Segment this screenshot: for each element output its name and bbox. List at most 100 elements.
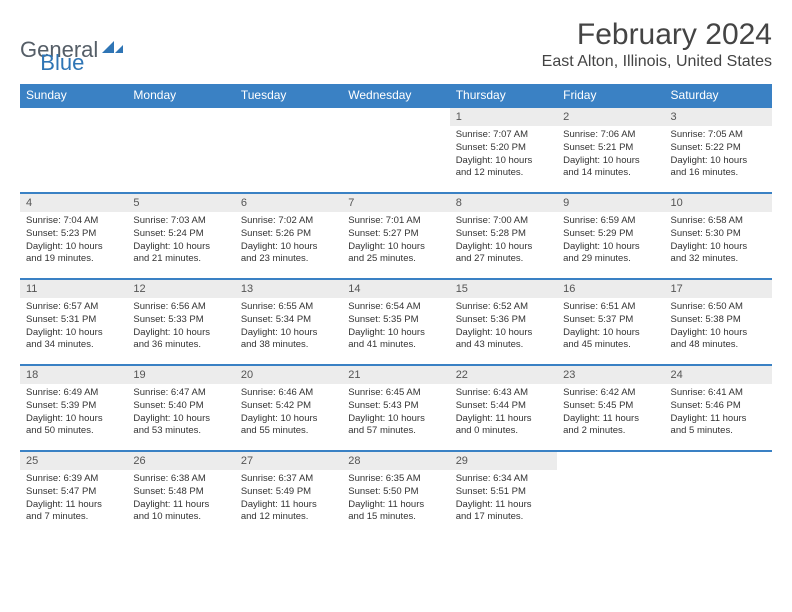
detail-line: Sunrise: 6:51 AM (563, 301, 658, 314)
detail-line: Sunset: 5:33 PM (133, 314, 228, 327)
detail-line: Sunrise: 7:06 AM (563, 129, 658, 142)
detail-line: Sunset: 5:29 PM (563, 228, 658, 241)
day-cell: 16Sunrise: 6:51 AMSunset: 5:37 PMDayligh… (557, 279, 664, 365)
detail-line: and 15 minutes. (348, 511, 443, 524)
detail-line: Sunrise: 6:39 AM (26, 473, 121, 486)
day-details: Sunrise: 6:34 AMSunset: 5:51 PMDaylight:… (450, 470, 557, 528)
day-number: 11 (20, 280, 127, 298)
day-number: 12 (127, 280, 234, 298)
detail-line: Sunset: 5:21 PM (563, 142, 658, 155)
detail-line: and 12 minutes. (241, 511, 336, 524)
detail-line: Sunset: 5:42 PM (241, 400, 336, 413)
day-number: 15 (450, 280, 557, 298)
detail-line: and 14 minutes. (563, 167, 658, 180)
week-row: 4Sunrise: 7:04 AMSunset: 5:23 PMDaylight… (20, 193, 772, 279)
detail-line: Daylight: 10 hours (671, 155, 766, 168)
day-cell: 22Sunrise: 6:43 AMSunset: 5:44 PMDayligh… (450, 365, 557, 451)
detail-line: Sunset: 5:44 PM (456, 400, 551, 413)
detail-line: Daylight: 11 hours (456, 499, 551, 512)
detail-line: and 10 minutes. (133, 511, 228, 524)
day-header: Saturday (665, 84, 772, 107)
day-details: Sunrise: 6:59 AMSunset: 5:29 PMDaylight:… (557, 212, 664, 270)
detail-line: and 0 minutes. (456, 425, 551, 438)
detail-line: Daylight: 11 hours (671, 413, 766, 426)
detail-line: Sunset: 5:20 PM (456, 142, 551, 155)
day-details: Sunrise: 6:50 AMSunset: 5:38 PMDaylight:… (665, 298, 772, 356)
detail-line: Daylight: 10 hours (241, 241, 336, 254)
detail-line: and 32 minutes. (671, 253, 766, 266)
day-details: Sunrise: 6:46 AMSunset: 5:42 PMDaylight:… (235, 384, 342, 442)
detail-line: Sunrise: 6:37 AM (241, 473, 336, 486)
day-details: Sunrise: 7:00 AMSunset: 5:28 PMDaylight:… (450, 212, 557, 270)
detail-line: and 27 minutes. (456, 253, 551, 266)
day-number: 25 (20, 452, 127, 470)
detail-line: Daylight: 10 hours (26, 327, 121, 340)
day-details: Sunrise: 6:57 AMSunset: 5:31 PMDaylight:… (20, 298, 127, 356)
detail-line: Daylight: 10 hours (456, 241, 551, 254)
detail-line: Daylight: 10 hours (348, 327, 443, 340)
detail-line: Sunrise: 7:05 AM (671, 129, 766, 142)
day-cell: .. (665, 451, 772, 536)
day-cell: 17Sunrise: 6:50 AMSunset: 5:38 PMDayligh… (665, 279, 772, 365)
day-number: 29 (450, 452, 557, 470)
calendar-page: General Blue February 2024 East Alton, I… (0, 0, 792, 536)
day-cell: 24Sunrise: 6:41 AMSunset: 5:46 PMDayligh… (665, 365, 772, 451)
day-number: 28 (342, 452, 449, 470)
day-cell: 6Sunrise: 7:02 AMSunset: 5:26 PMDaylight… (235, 193, 342, 279)
detail-line: Sunset: 5:50 PM (348, 486, 443, 499)
detail-line: Sunset: 5:26 PM (241, 228, 336, 241)
day-number: 3 (665, 108, 772, 126)
day-cell: 10Sunrise: 6:58 AMSunset: 5:30 PMDayligh… (665, 193, 772, 279)
day-cell: 15Sunrise: 6:52 AMSunset: 5:36 PMDayligh… (450, 279, 557, 365)
day-cell: 23Sunrise: 6:42 AMSunset: 5:45 PMDayligh… (557, 365, 664, 451)
detail-line: and 21 minutes. (133, 253, 228, 266)
day-cell: 3Sunrise: 7:05 AMSunset: 5:22 PMDaylight… (665, 107, 772, 193)
week-row: ........1Sunrise: 7:07 AMSunset: 5:20 PM… (20, 107, 772, 193)
day-cell: 18Sunrise: 6:49 AMSunset: 5:39 PMDayligh… (20, 365, 127, 451)
detail-line: Daylight: 10 hours (348, 241, 443, 254)
detail-line: Sunrise: 7:01 AM (348, 215, 443, 228)
day-number: 8 (450, 194, 557, 212)
day-cell: 26Sunrise: 6:38 AMSunset: 5:48 PMDayligh… (127, 451, 234, 536)
detail-line: and 55 minutes. (241, 425, 336, 438)
day-header: Sunday (20, 84, 127, 107)
day-cell: 19Sunrise: 6:47 AMSunset: 5:40 PMDayligh… (127, 365, 234, 451)
detail-line: Sunset: 5:47 PM (26, 486, 121, 499)
day-cell: .. (557, 451, 664, 536)
day-details: Sunrise: 6:52 AMSunset: 5:36 PMDaylight:… (450, 298, 557, 356)
day-cell: .. (235, 107, 342, 193)
detail-line: Sunset: 5:37 PM (563, 314, 658, 327)
day-details: Sunrise: 6:56 AMSunset: 5:33 PMDaylight:… (127, 298, 234, 356)
detail-line: Daylight: 11 hours (26, 499, 121, 512)
day-cell: 21Sunrise: 6:45 AMSunset: 5:43 PMDayligh… (342, 365, 449, 451)
detail-line: Sunrise: 6:46 AM (241, 387, 336, 400)
detail-line: Daylight: 10 hours (133, 327, 228, 340)
day-details: Sunrise: 7:01 AMSunset: 5:27 PMDaylight:… (342, 212, 449, 270)
day-number: 26 (127, 452, 234, 470)
day-number: 17 (665, 280, 772, 298)
detail-line: Sunset: 5:35 PM (348, 314, 443, 327)
day-cell: 1Sunrise: 7:07 AMSunset: 5:20 PMDaylight… (450, 107, 557, 193)
detail-line: and 12 minutes. (456, 167, 551, 180)
detail-line: Sunset: 5:46 PM (671, 400, 766, 413)
day-details: Sunrise: 6:41 AMSunset: 5:46 PMDaylight:… (665, 384, 772, 442)
detail-line: and 34 minutes. (26, 339, 121, 352)
page-title: February 2024 (542, 18, 772, 51)
detail-line: Daylight: 11 hours (456, 413, 551, 426)
detail-line: Sunrise: 6:41 AM (671, 387, 766, 400)
detail-line: Sunrise: 7:02 AM (241, 215, 336, 228)
day-cell: .. (20, 107, 127, 193)
detail-line: Sunset: 5:51 PM (456, 486, 551, 499)
detail-line: Sunset: 5:31 PM (26, 314, 121, 327)
day-number: 16 (557, 280, 664, 298)
detail-line: Sunset: 5:48 PM (133, 486, 228, 499)
detail-line: Sunset: 5:43 PM (348, 400, 443, 413)
detail-line: Sunrise: 6:57 AM (26, 301, 121, 314)
detail-line: Sunrise: 6:43 AM (456, 387, 551, 400)
detail-line: and 2 minutes. (563, 425, 658, 438)
detail-line: Sunrise: 6:49 AM (26, 387, 121, 400)
day-cell: 12Sunrise: 6:56 AMSunset: 5:33 PMDayligh… (127, 279, 234, 365)
detail-line: Daylight: 10 hours (456, 327, 551, 340)
detail-line: Daylight: 11 hours (133, 499, 228, 512)
detail-line: Sunrise: 6:52 AM (456, 301, 551, 314)
